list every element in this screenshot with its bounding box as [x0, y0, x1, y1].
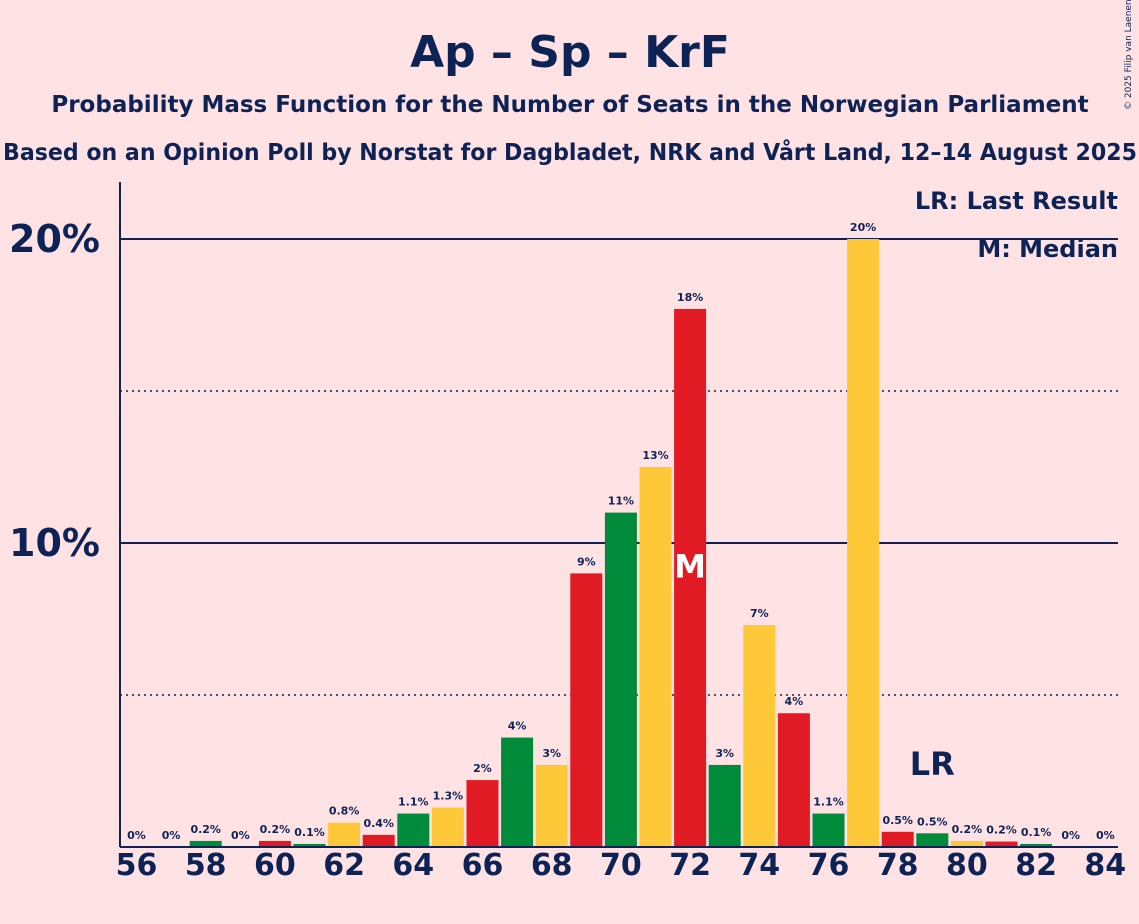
- x-axis: 56 58 60 62 64 66 68 70 72 74 76 78 80 82 84: [116, 846, 1126, 883]
- bar-label-seat-65: 1.3%: [433, 789, 464, 802]
- bars-group: [189, 239, 1053, 847]
- bar-seat-75: [777, 713, 810, 847]
- bar-label-seat-77: 20%: [850, 221, 876, 234]
- bar-label-seat-66: 2%: [473, 762, 492, 775]
- bar-seat-78: [881, 831, 914, 847]
- bar-label-seat-81: 0.2%: [986, 824, 1017, 837]
- x-tick-label-64: 64: [392, 848, 434, 883]
- bar-seat-74: [743, 625, 776, 847]
- bar-seat-69: [570, 573, 603, 847]
- x-tick-label-68: 68: [531, 848, 573, 883]
- bar-label-seat-58: 0.2%: [190, 823, 221, 836]
- bar-label-seat-83: 0%: [1061, 829, 1080, 842]
- x-tick-label-80: 80: [946, 848, 988, 883]
- chart-title: Ap – Sp – KrF: [410, 27, 730, 78]
- bar-label-seat-73: 3%: [715, 747, 734, 760]
- bar-seat-68: [535, 764, 568, 847]
- x-tick-label-84: 84: [1084, 848, 1126, 883]
- bar-seat-58: [189, 840, 222, 847]
- y-tick-label-20: 20%: [9, 217, 100, 261]
- y-axis: 10% 20%: [9, 182, 121, 847]
- bar-label-seat-64: 1.1%: [398, 796, 429, 809]
- bar-seat-82: [1020, 843, 1053, 847]
- bar-label-seat-79: 0.5%: [917, 815, 948, 828]
- bar-seat-72: [674, 308, 707, 847]
- bar-seat-65: [431, 807, 464, 847]
- median-marker: M: [674, 547, 706, 585]
- x-tick-label-66: 66: [462, 848, 504, 883]
- bar-label-seat-69: 9%: [577, 555, 596, 568]
- last-result-marker: LR: [910, 745, 955, 783]
- bar-seat-81: [985, 841, 1018, 847]
- x-tick-label-82: 82: [1015, 848, 1057, 883]
- bar-label-seat-60: 0.2%: [260, 823, 291, 836]
- copyright-text: © 2025 Filip van Laenen: [1124, 0, 1134, 110]
- bar-label-seat-56: 0%: [127, 829, 146, 842]
- legend-last-result: LR: Last Result: [915, 187, 1118, 215]
- bar-seat-60: [258, 840, 291, 847]
- bar-label-seat-57: 0%: [162, 829, 181, 842]
- bar-label-seat-62: 0.8%: [329, 805, 360, 818]
- chart-subtitle-1: Probability Mass Function for the Number…: [51, 92, 1088, 118]
- bar-label-seat-61: 0.1%: [294, 826, 325, 839]
- x-tick-label-78: 78: [877, 848, 919, 883]
- bar-labels-group: 0% 0% 0.2% 0% 0.2% 0.1%0.8%0.4%1.1% 1.3%2%4%3%…: [127, 221, 1114, 842]
- bar-label-seat-63: 0.4%: [363, 817, 394, 830]
- bar-label-seat-70: 11%: [608, 495, 634, 508]
- bar-label-seat-71: 13%: [642, 449, 668, 462]
- bar-seat-67: [501, 737, 534, 847]
- bar-seat-64: [397, 813, 430, 847]
- chart-subtitle-2: Based on an Opinion Poll by Norstat for …: [3, 139, 1137, 166]
- bar-label-seat-84: 0%: [1096, 829, 1115, 842]
- bar-seat-66: [466, 780, 499, 847]
- x-tick-label-62: 62: [323, 848, 365, 883]
- bar-seat-79: [916, 833, 949, 847]
- bar-seat-76: [812, 813, 845, 847]
- legend-median: M: Median: [977, 235, 1118, 263]
- bar-label-seat-68: 3%: [542, 747, 561, 760]
- bar-seat-61: [293, 843, 326, 847]
- x-tick-label-60: 60: [254, 848, 296, 883]
- markers-group: M LR: [674, 547, 955, 782]
- bar-seat-70: [604, 512, 637, 847]
- x-tick-label-56: 56: [116, 848, 158, 883]
- bar-seat-77: [847, 239, 880, 847]
- bar-seat-73: [708, 764, 741, 847]
- x-tick-label-72: 72: [669, 848, 711, 883]
- bar-label-seat-72: 18%: [677, 291, 703, 304]
- bar-seat-80: [950, 840, 983, 847]
- y-tick-label-10: 10%: [9, 521, 100, 565]
- x-tick-label-76: 76: [808, 848, 850, 883]
- bar-label-seat-78: 0.5%: [882, 814, 913, 827]
- x-tick-label-70: 70: [600, 848, 642, 883]
- x-tick-label-74: 74: [738, 848, 780, 883]
- bar-label-seat-59: 0%: [231, 829, 250, 842]
- bar-seat-71: [639, 467, 672, 847]
- bar-label-seat-67: 4%: [508, 720, 527, 733]
- bar-label-seat-75: 4%: [785, 695, 804, 708]
- bar-seat-63: [362, 834, 395, 847]
- bar-label-seat-74: 7%: [750, 607, 769, 620]
- x-tick-label-58: 58: [185, 848, 227, 883]
- bar-label-seat-80: 0.2%: [952, 823, 983, 836]
- bar-label-seat-82: 0.1%: [1021, 826, 1052, 839]
- bar-label-seat-76: 1.1%: [813, 796, 844, 809]
- bar-seat-62: [328, 822, 361, 847]
